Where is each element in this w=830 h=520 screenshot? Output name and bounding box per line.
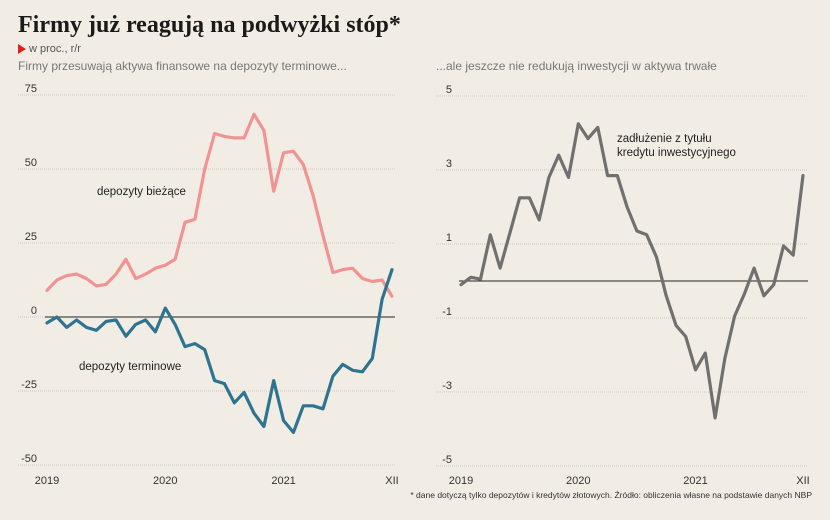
- unit-label: w proc., r/r: [18, 43, 81, 55]
- left-panel-subtitle: Firmy przesuwają aktywa finansowe na dep…: [18, 59, 347, 73]
- chart-title: Firmy już reagują na podwyżki stóp*: [18, 12, 401, 38]
- y-tick-label: 0: [31, 305, 37, 317]
- y-tick-label: 5: [446, 84, 452, 96]
- unit-text: w proc., r/r: [29, 43, 81, 55]
- y-tick-label: 75: [25, 83, 37, 95]
- series-line-2: [45, 268, 394, 434]
- series-label: depozyty bieżące: [97, 186, 186, 198]
- play-triangle-icon: [18, 44, 26, 54]
- x-tick-label: 2020: [153, 475, 177, 487]
- chart-panel-1: 5 3 1 -1 -3 -5 2019 2020 2021 XII zadłużenie z tyt…: [436, 84, 810, 487]
- chart-panel-0: 75 50 25 0 -25 -50 2019 2020 2021 XII depozyty bie…: [18, 83, 399, 487]
- y-tick-label: -50: [21, 453, 37, 465]
- y-tick-label: 1: [446, 232, 452, 244]
- y-tick-label: 3: [446, 158, 452, 170]
- x-tick-label: 2021: [271, 475, 295, 487]
- x-tick-label: XII: [385, 475, 398, 487]
- x-tick-label: XII: [796, 475, 809, 487]
- y-tick-label: 25: [25, 231, 37, 243]
- series-line-1: [459, 122, 805, 420]
- y-tick-label: -5: [442, 454, 452, 466]
- x-tick-label: 2020: [566, 475, 590, 487]
- footnote: * dane dotyczą tylko depozytów i kredytó…: [410, 490, 812, 500]
- series-label: depozyty terminowe: [79, 361, 181, 373]
- y-tick-label: -25: [21, 379, 37, 391]
- y-tick-label: 50: [25, 157, 37, 169]
- x-tick-label: 2019: [35, 475, 59, 487]
- y-tick-label: -3: [442, 380, 452, 392]
- x-tick-label: 2019: [449, 475, 473, 487]
- y-tick-label: -1: [442, 306, 452, 318]
- series-label: kredytu inwestycyjnego: [617, 147, 736, 159]
- series-line-1: [45, 112, 394, 298]
- x-tick-label: 2021: [683, 475, 707, 487]
- series-label: zadłużenie z tytułu: [617, 133, 712, 145]
- right-panel-subtitle: ...ale jeszcze nie redukują inwestycji w…: [436, 59, 717, 73]
